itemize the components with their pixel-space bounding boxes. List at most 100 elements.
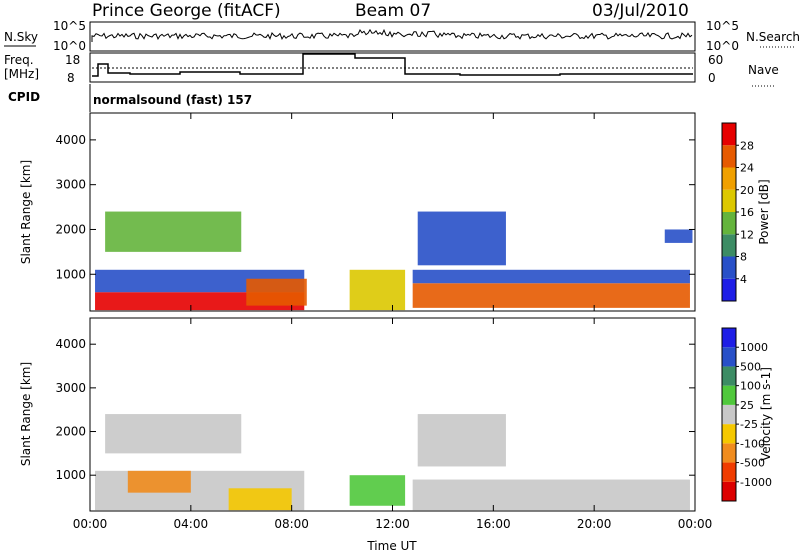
freq-panel: Freq. [MHz] 18 8 60 0 Nave <box>4 52 779 87</box>
velocity-colorbar-tick-label: -25 <box>740 418 758 431</box>
cpid-text: normalsound (fast) 157 <box>93 93 252 107</box>
power-colorbar-tick-label: 16 <box>740 206 754 219</box>
power-colorbar-tick-label: 12 <box>740 228 754 241</box>
velocity-region-6 <box>417 414 506 467</box>
power-colorbar-segment <box>722 167 736 190</box>
velocity-colorbar-segment <box>722 347 736 367</box>
velocity-colorbar-tick-label: 25 <box>740 399 754 412</box>
power-region-7 <box>417 211 506 266</box>
velocity-colorbar-segment <box>722 443 736 463</box>
nsky-trace-line <box>91 28 693 42</box>
velocity-colorbar-segment <box>722 385 736 405</box>
power-colorbar-segment <box>722 234 736 257</box>
velocity-region-5 <box>412 479 690 511</box>
freq-label: Freq. <box>4 53 34 67</box>
velocity-colorbar-tick-label: 1000 <box>740 341 768 354</box>
power-colorbar-tick-label: 4 <box>740 273 747 286</box>
nsearch-label: N.Search <box>746 30 800 44</box>
velocity-ytick-label: 4000 <box>55 337 86 351</box>
date-title: 03/Jul/2010 <box>592 1 689 21</box>
station-title: Prince George (fitACF) <box>92 1 281 21</box>
time-tick-label: 00:00 <box>678 517 713 531</box>
nsky-panel: N.Sky 10^5 10^0 10^5 10^0 N.Search <box>4 19 800 53</box>
power-region-4 <box>349 269 406 311</box>
power-colorbar-tick-label: 24 <box>740 162 754 175</box>
power-colorbar-segment <box>722 189 736 212</box>
velocity-ytick-label: 3000 <box>55 381 86 395</box>
power-colorbar-segment <box>722 123 736 146</box>
freq-unit-label: [MHz] <box>4 67 39 81</box>
time-tick-label: 04:00 <box>174 517 209 531</box>
nsky-trace <box>91 28 693 42</box>
freq-tick-low: 8 <box>67 71 75 85</box>
velocity-colorbar-segment <box>722 424 736 444</box>
power-region-2 <box>105 211 242 252</box>
velocity-region-2 <box>127 470 191 493</box>
velocity-colorbar-segment <box>722 404 736 425</box>
time-tick-label: 16:00 <box>476 517 511 531</box>
velocity-region-3 <box>228 488 292 511</box>
power-colorbar-segment <box>722 212 736 235</box>
power-region-8 <box>664 229 693 243</box>
nsky-tick-high: 10^5 <box>53 19 86 33</box>
power-colorbar-segment <box>722 278 736 301</box>
velocity-xticks: 00:00 04:00 08:00 12:00 16:00 20:00 00:00 <box>73 318 713 531</box>
velocity-colorbar-tick-label: 500 <box>740 360 761 373</box>
power-colorbar-tick-label: 8 <box>740 251 747 264</box>
nave-label: Nave <box>748 63 779 77</box>
velocity-ytick-label: 1000 <box>55 468 86 482</box>
velocity-colorbar: 1000 500 100 25 -25 -100 -500 -1000 <box>721 327 772 502</box>
power-colorbar: 4 8 12 16 20 24 28 <box>721 122 754 302</box>
nsearch-tick-low: 10^0 <box>706 39 739 53</box>
beam-title: Beam 07 <box>355 1 431 21</box>
nsky-label: N.Sky <box>4 30 38 44</box>
time-tick-label: 08:00 <box>274 517 309 531</box>
power-ytick-label: 3000 <box>55 178 86 192</box>
nsearch-tick-high: 10^5 <box>706 19 739 33</box>
power-yticks: 1000 2000 3000 4000 <box>55 133 695 281</box>
velocity-region-4 <box>349 475 406 506</box>
power-colorbar-label: Power [dB] <box>757 179 771 244</box>
velocity-ytick-label: 2000 <box>55 425 86 439</box>
velocity-colorbar-label: Velocity [m s-1] <box>759 367 773 461</box>
power-colorbar-tick-label: 20 <box>740 184 754 197</box>
velocity-yticks: 1000 2000 3000 4000 <box>55 337 695 482</box>
freq-tick-high: 18 <box>65 53 80 67</box>
velocity-colorbar-tick-label: -100 <box>740 437 765 450</box>
power-ytick-label: 4000 <box>55 133 86 147</box>
power-colorbar-segment <box>722 256 736 279</box>
power-xticks <box>89 113 696 311</box>
power-ytick-label: 2000 <box>55 222 86 236</box>
cpid-panel: CPID normalsound (fast) 157 <box>8 84 252 112</box>
velocity-colorbar-frame <box>721 327 737 502</box>
velocity-region-1 <box>105 414 242 454</box>
power-region-3 <box>246 278 307 306</box>
nave-tick-high: 60 <box>708 53 723 67</box>
power-ylabel: Slant Range [km] <box>19 160 33 264</box>
velocity-colorbar-segment <box>722 462 736 482</box>
power-data <box>95 211 693 311</box>
velocity-colorbar-tick-label: -500 <box>740 457 765 470</box>
time-axis-label: Time UT <box>366 539 417 553</box>
velocity-colorbar-segment <box>722 328 736 348</box>
time-tick-label: 20:00 <box>577 517 612 531</box>
velocity-ylabel: Slant Range [km] <box>19 362 33 466</box>
power-colorbar-segment <box>722 145 736 168</box>
power-colorbar-tick-label: 28 <box>740 139 754 152</box>
nave-tick-low: 0 <box>708 71 716 85</box>
nsky-tick-low: 10^0 <box>53 39 86 53</box>
cpid-label: CPID <box>8 90 40 104</box>
velocity-colorbar-segment <box>722 366 736 386</box>
power-region-6 <box>412 269 690 284</box>
power-region-5 <box>412 283 690 308</box>
velocity-data <box>95 414 690 511</box>
time-tick-label: 00:00 <box>73 517 108 531</box>
time-tick-label: 12:00 <box>375 517 410 531</box>
power-ytick-label: 1000 <box>55 267 86 281</box>
velocity-colorbar-segment <box>722 481 736 501</box>
velocity-colorbar-tick-label: 100 <box>740 380 761 393</box>
power-panel: 1000 2000 3000 4000 Slant Range [km] 4 8 12 16… <box>19 112 771 312</box>
velocity-colorbar-tick-label: -1000 <box>740 476 772 489</box>
